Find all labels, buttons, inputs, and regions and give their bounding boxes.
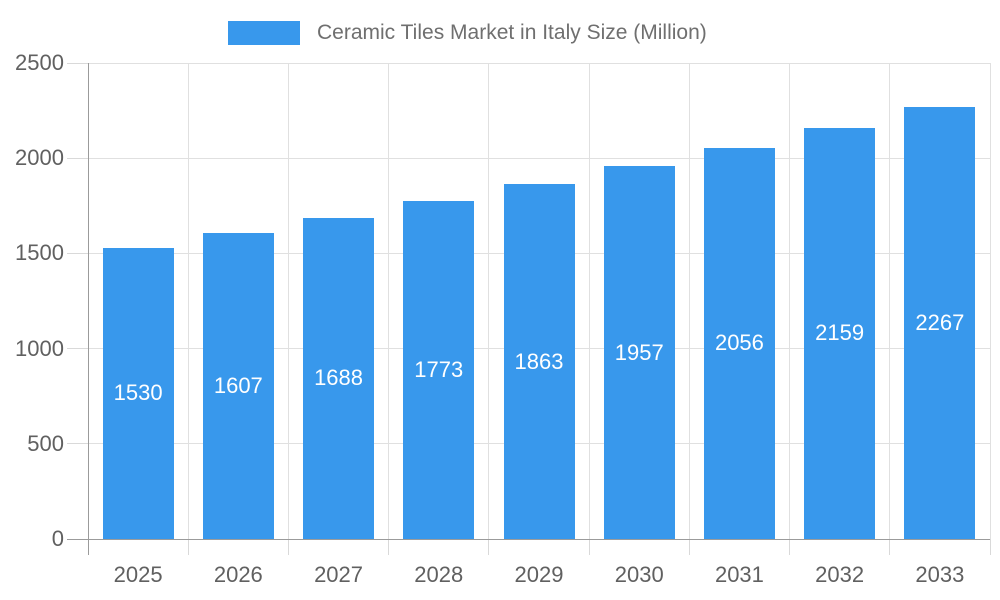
gridline-vertical [187, 63, 189, 539]
bar-value-label: 1957 [614, 339, 664, 365]
gridline-horizontal [88, 62, 990, 64]
gridline-vertical [287, 63, 289, 539]
x-axis-tick [388, 539, 390, 555]
y-tick-label: 1500 [15, 240, 64, 266]
y-tick-label: 500 [27, 430, 64, 456]
x-tick-label: 2030 [614, 562, 664, 587]
x-axis-tick [488, 539, 490, 555]
x-axis-tick [889, 539, 891, 555]
gridline-vertical [688, 63, 690, 539]
bar-2031[interactable]: 2056 [703, 147, 775, 539]
x-tick-label: 2027 [314, 562, 364, 587]
bar-value-label: 1530 [113, 380, 163, 406]
x-tick-label: 2026 [213, 562, 263, 587]
x-axis-tick [187, 539, 189, 555]
x-tick-label: 2025 [113, 562, 163, 587]
x-axis-line [67, 538, 990, 540]
bar-2026[interactable]: 1607 [202, 233, 274, 539]
y-tick-label: 2000 [15, 145, 64, 171]
y-axis-line [87, 63, 89, 555]
chart-legend[interactable]: Ceramic Tiles Market in Italy Size (Mill… [228, 21, 707, 45]
y-axis-tick [67, 443, 88, 445]
bar-2032[interactable]: 2159 [804, 127, 876, 539]
bar-value-label: 2159 [815, 320, 865, 346]
y-axis-tick [67, 348, 88, 350]
bar-value-label: 2267 [915, 310, 965, 336]
y-tick-label: 1000 [15, 335, 64, 361]
bar-2030[interactable]: 1957 [603, 166, 675, 539]
x-axis-tick [287, 539, 289, 555]
y-axis-tick [67, 157, 88, 159]
bar-2028[interactable]: 1773 [403, 201, 475, 539]
bar-2033[interactable]: 2267 [904, 107, 976, 539]
x-tick-label: 2031 [714, 562, 764, 587]
y-axis-tick [67, 252, 88, 254]
bar-value-label: 1607 [213, 373, 263, 398]
bar-2025[interactable]: 1530 [102, 247, 174, 539]
legend-label: Ceramic Tiles Market in Italy Size (Mill… [317, 21, 707, 44]
bar-value-label: 1863 [514, 348, 564, 374]
gridline-vertical [488, 63, 490, 539]
gridline-vertical [889, 63, 891, 539]
x-tick-label: 2028 [414, 562, 464, 587]
x-axis-tick [688, 539, 690, 555]
x-tick-label: 2029 [514, 562, 564, 587]
x-tick-label: 2032 [815, 562, 865, 587]
x-tick-label: 2033 [915, 562, 965, 587]
legend-swatch [228, 21, 300, 45]
gridline-horizontal [88, 157, 990, 159]
x-axis-tick [989, 539, 991, 555]
gridline-vertical [789, 63, 791, 539]
bar-value-label: 1688 [314, 365, 364, 391]
x-axis-tick [789, 539, 791, 555]
bar-value-label: 2056 [714, 330, 764, 356]
x-axis-tick [588, 539, 590, 555]
y-tick-label: 2500 [15, 50, 64, 75]
y-axis-tick [67, 62, 88, 64]
gridline-vertical [989, 63, 991, 539]
gridline-vertical [388, 63, 390, 539]
gridline-vertical [588, 63, 590, 539]
y-tick-label: 0 [51, 526, 64, 551]
bar-2027[interactable]: 1688 [303, 217, 375, 539]
bar-value-label: 1773 [414, 357, 464, 383]
bar-2029[interactable]: 1863 [503, 184, 575, 539]
